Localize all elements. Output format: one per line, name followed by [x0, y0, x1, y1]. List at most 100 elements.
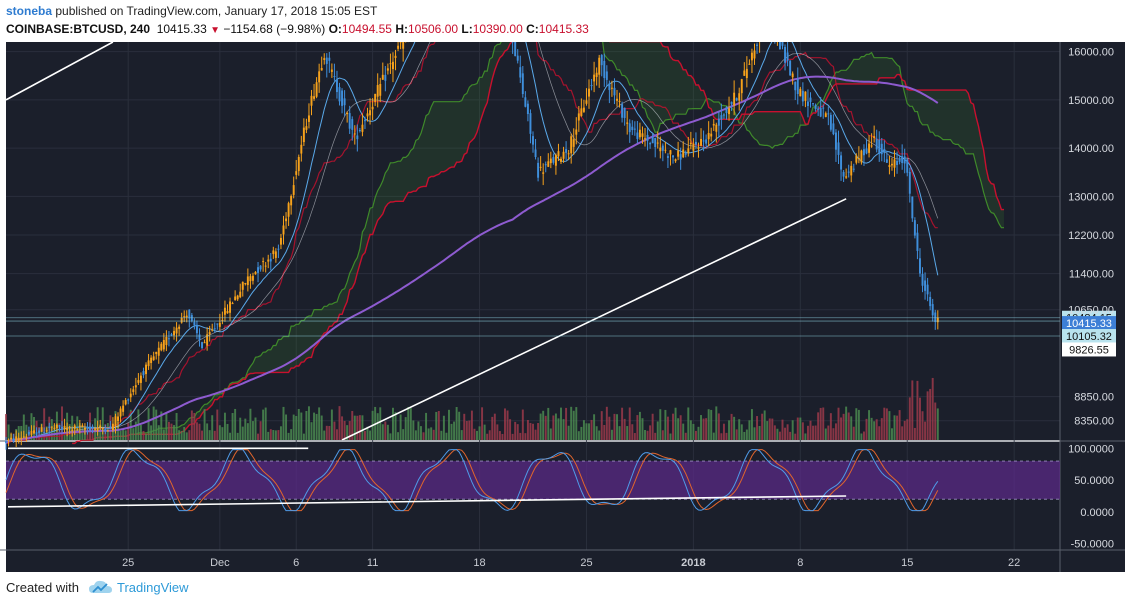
candle-body: [27, 431, 30, 435]
candle-body: [524, 97, 527, 107]
volume-bar: [753, 427, 756, 440]
stoch-trend-line: [7, 495, 847, 508]
volume-bar: [127, 423, 130, 440]
volume-bar: [358, 415, 361, 440]
candle-body: [287, 203, 290, 217]
volume-bar: [257, 433, 260, 440]
volume-bar: [717, 413, 720, 440]
candle-body: [244, 282, 247, 285]
candle-body: [267, 259, 270, 262]
candle-body: [218, 322, 221, 327]
volume-bar: [664, 409, 667, 440]
volume-bar: [363, 431, 366, 440]
volume-bar: [631, 424, 634, 440]
volume-bar: [76, 416, 79, 440]
candle-body: [913, 220, 916, 236]
price-tick-label: 15000.00: [1068, 95, 1114, 107]
candle-body: [17, 437, 20, 442]
volume-bar: [333, 421, 336, 440]
candle-body: [330, 69, 333, 72]
price-badge-label: 10415.33: [1066, 318, 1112, 330]
stoch-tick-label: 100.0000: [1068, 443, 1114, 455]
candle-body: [600, 55, 603, 66]
volume-bar: [167, 421, 170, 440]
volume-bar: [868, 410, 871, 440]
time-axis[interactable]: [6, 550, 1060, 572]
candle-body: [137, 380, 140, 383]
candle-body: [229, 301, 232, 313]
candle-body: [903, 156, 906, 164]
volume-bar: [267, 431, 270, 440]
candle-body: [613, 87, 616, 96]
volume-bar: [893, 415, 896, 440]
candle-body: [165, 336, 168, 346]
candle-body: [626, 122, 629, 124]
candle-body: [878, 139, 881, 154]
volume-bar: [738, 419, 741, 440]
indicator-lines: [5, 42, 939, 444]
candle-body: [730, 101, 733, 105]
candle-body: [603, 60, 606, 79]
volume-bar: [315, 413, 318, 440]
candle-body: [348, 113, 351, 129]
volume-bar: [190, 410, 193, 440]
volume-bar: [735, 429, 738, 440]
price-tick-label: 8850.00: [1074, 392, 1114, 404]
candle-body: [338, 87, 341, 102]
candle-body: [99, 425, 102, 428]
volume-bar: [353, 415, 356, 440]
volume-bar: [669, 433, 672, 440]
volume-bar: [313, 412, 316, 440]
chart-area[interactable]: 10484.1510415.3303:55:1610105.329826.55 …: [0, 42, 1125, 572]
volume-bar: [511, 433, 514, 440]
volume-bar: [840, 417, 843, 440]
candle-body: [369, 110, 372, 116]
volume-bar: [425, 412, 428, 440]
volume-bar: [702, 418, 705, 440]
candle-body: [236, 295, 239, 300]
candle-body: [96, 427, 99, 431]
time-tick-label: Dec: [210, 557, 230, 569]
volume-bar: [122, 429, 125, 440]
volume-bar: [203, 409, 206, 440]
tradingview-link[interactable]: TradingView: [117, 580, 189, 595]
candle-body: [175, 327, 178, 334]
volume-bar: [799, 417, 802, 440]
volume-bar: [262, 409, 265, 440]
candle-body: [122, 405, 125, 412]
candle-body: [195, 324, 198, 334]
volume-bar: [720, 433, 723, 440]
candle-body: [147, 360, 150, 367]
candle-body: [157, 347, 160, 356]
volume-bar: [307, 406, 310, 440]
volume-bar: [221, 427, 224, 440]
price-axis[interactable]: [1060, 42, 1125, 572]
candle-body: [208, 332, 211, 335]
price-tick-label: 11400.00: [1069, 269, 1114, 281]
volume-bar: [628, 407, 631, 440]
author-link[interactable]: stoneba: [6, 4, 53, 18]
candle-body: [756, 44, 759, 46]
candle-body: [860, 150, 863, 163]
time-tick-label: 25: [580, 557, 592, 569]
candle-body: [694, 141, 697, 145]
candle-body: [781, 42, 784, 46]
price-pane[interactable]: [6, 42, 1060, 440]
candle-body: [223, 307, 226, 315]
candle-body: [221, 319, 224, 321]
ma-short: [5, 42, 939, 444]
volume-bar: [934, 402, 937, 440]
candle-body: [567, 153, 570, 155]
volume-bar: [542, 410, 545, 440]
candle-body: [852, 168, 855, 170]
volume-bar: [420, 426, 422, 440]
time-tick-label: 6: [293, 557, 299, 569]
candle-body: [842, 171, 845, 177]
volume-bar: [407, 406, 410, 440]
volume-bar: [468, 420, 471, 440]
candle-body: [363, 120, 366, 122]
time-tick-label: 2018: [681, 557, 705, 569]
candle-body: [381, 74, 384, 80]
candle-body: [231, 303, 234, 305]
candle-body: [801, 90, 804, 102]
